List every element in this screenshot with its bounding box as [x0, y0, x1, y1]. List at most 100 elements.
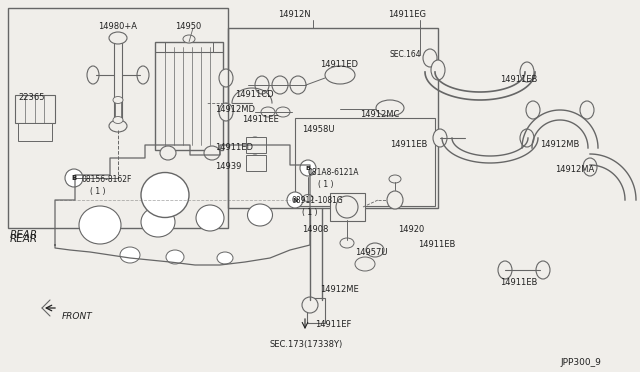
Ellipse shape: [340, 238, 354, 248]
Text: B: B: [72, 175, 77, 181]
Bar: [115, 100, 121, 120]
Ellipse shape: [423, 49, 437, 67]
Ellipse shape: [109, 120, 127, 132]
Ellipse shape: [376, 100, 404, 116]
Circle shape: [300, 160, 316, 176]
Ellipse shape: [137, 66, 149, 84]
Ellipse shape: [520, 62, 534, 82]
Ellipse shape: [536, 261, 550, 279]
Ellipse shape: [520, 129, 534, 147]
Ellipse shape: [261, 107, 275, 117]
Text: 14912MD: 14912MD: [215, 105, 255, 114]
Ellipse shape: [113, 116, 123, 124]
Bar: [18, 123, 52, 141]
Ellipse shape: [183, 35, 195, 43]
Text: 14911CD: 14911CD: [235, 90, 274, 99]
Ellipse shape: [141, 207, 175, 237]
Ellipse shape: [303, 195, 313, 202]
Ellipse shape: [196, 205, 224, 231]
Ellipse shape: [355, 257, 375, 271]
Ellipse shape: [336, 196, 358, 218]
Text: 14911EG: 14911EG: [388, 10, 426, 19]
Ellipse shape: [433, 129, 447, 147]
Ellipse shape: [219, 103, 233, 121]
Text: 14911EB: 14911EB: [418, 240, 456, 249]
Text: 14911EE: 14911EE: [242, 115, 279, 124]
Ellipse shape: [219, 69, 233, 87]
Text: 081A8-6121A: 081A8-6121A: [308, 168, 360, 177]
Text: N: N: [292, 198, 298, 202]
Ellipse shape: [389, 175, 401, 183]
Ellipse shape: [160, 146, 176, 160]
Ellipse shape: [255, 76, 269, 94]
Text: 14911EB: 14911EB: [500, 278, 538, 287]
Text: 14911ED: 14911ED: [320, 60, 358, 69]
Text: 14908: 14908: [302, 225, 328, 234]
Text: 14957U: 14957U: [355, 248, 387, 257]
Ellipse shape: [276, 107, 290, 117]
Text: SEC.173(17338Y): SEC.173(17338Y): [270, 340, 343, 349]
Ellipse shape: [120, 247, 140, 263]
Ellipse shape: [204, 146, 220, 160]
Circle shape: [287, 192, 303, 208]
Ellipse shape: [325, 66, 355, 84]
Ellipse shape: [431, 60, 445, 80]
Text: 14950: 14950: [175, 22, 201, 31]
Ellipse shape: [526, 101, 540, 119]
Bar: [155, 42, 223, 150]
Bar: [295, 118, 435, 206]
Bar: [330, 193, 365, 221]
Text: 14980+A: 14980+A: [98, 22, 137, 31]
Text: SEC.164: SEC.164: [390, 50, 422, 59]
Bar: [246, 137, 266, 153]
Bar: [8, 8, 228, 228]
Text: 14912N: 14912N: [278, 10, 310, 19]
Text: ( 1 ): ( 1 ): [318, 180, 333, 189]
Ellipse shape: [272, 76, 288, 94]
Ellipse shape: [166, 250, 184, 264]
Bar: [228, 28, 438, 208]
Text: 14912MC: 14912MC: [360, 110, 399, 119]
Text: 14911EF: 14911EF: [315, 320, 351, 329]
Text: 14911ED: 14911ED: [215, 143, 253, 152]
Ellipse shape: [87, 66, 99, 84]
Text: 14911EB: 14911EB: [500, 75, 538, 84]
Text: B: B: [305, 166, 310, 170]
Ellipse shape: [217, 252, 233, 264]
Text: 08911-1081G: 08911-1081G: [292, 196, 344, 205]
Text: ( 1 ): ( 1 ): [90, 187, 106, 196]
Ellipse shape: [113, 96, 123, 103]
Ellipse shape: [366, 243, 384, 257]
Circle shape: [302, 297, 318, 313]
Ellipse shape: [109, 32, 127, 44]
Text: 14939: 14939: [215, 162, 241, 171]
Bar: [15, 95, 55, 123]
Text: FRONT: FRONT: [62, 312, 93, 321]
Ellipse shape: [583, 158, 597, 176]
Ellipse shape: [498, 261, 512, 279]
Text: 14920: 14920: [398, 225, 424, 234]
Text: 14912MB: 14912MB: [540, 140, 579, 149]
Ellipse shape: [248, 204, 273, 226]
Text: 14958U: 14958U: [302, 125, 335, 134]
Ellipse shape: [141, 173, 189, 218]
Text: REAR: REAR: [10, 230, 38, 240]
Ellipse shape: [248, 155, 262, 171]
Text: 22365: 22365: [18, 93, 45, 102]
Bar: [114, 42, 122, 122]
Bar: [307, 298, 325, 323]
Circle shape: [65, 169, 83, 187]
Ellipse shape: [79, 206, 121, 244]
Text: REAR: REAR: [10, 234, 38, 244]
Text: JPP300_9: JPP300_9: [560, 358, 601, 367]
Text: 14911EB: 14911EB: [390, 140, 428, 149]
Text: 14912MA: 14912MA: [555, 165, 595, 174]
Bar: [246, 155, 266, 171]
Text: 14912ME: 14912ME: [320, 285, 359, 294]
Ellipse shape: [248, 137, 262, 153]
Text: ( 1 ): ( 1 ): [302, 208, 317, 217]
Ellipse shape: [580, 101, 594, 119]
Ellipse shape: [387, 191, 403, 209]
Text: 08156-8162F: 08156-8162F: [81, 175, 131, 184]
Ellipse shape: [290, 76, 306, 94]
